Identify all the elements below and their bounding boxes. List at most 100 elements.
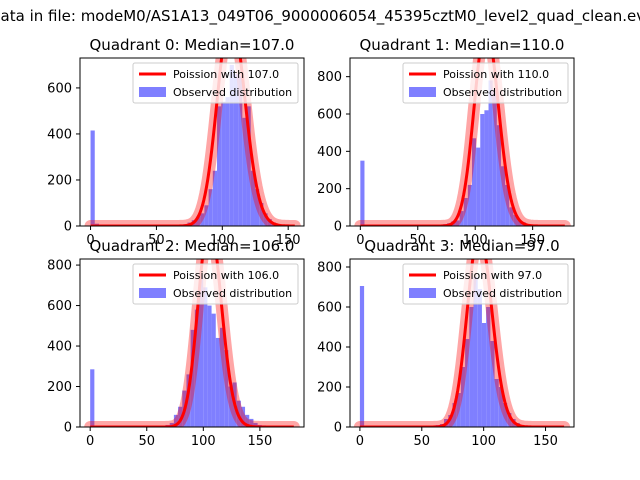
- y-tick-label: 200: [47, 173, 72, 188]
- hist-bar: [465, 339, 470, 427]
- legend-patch-swatch: [409, 288, 436, 298]
- hist-bar: [246, 106, 251, 226]
- y-tick-label: 0: [64, 421, 72, 436]
- axes-frame: [349, 258, 575, 428]
- y-tick-label: 600: [317, 108, 342, 123]
- hist-bar: [229, 64, 234, 226]
- hist-bar: [173, 414, 179, 427]
- hist-bar: [233, 74, 239, 226]
- hist-bar: [208, 189, 213, 226]
- legend: Poission with 97.0 Observed distribution: [402, 263, 569, 305]
- hist-bar: [186, 374, 191, 427]
- x-tick-label: 0: [356, 233, 364, 248]
- hist-bar: [477, 289, 482, 427]
- hist-bar: [459, 211, 464, 226]
- y-tick-label: 400: [47, 340, 72, 355]
- y-tick-label: 0: [334, 421, 342, 436]
- hist-bar: [509, 207, 514, 226]
- hist-bar: [517, 220, 522, 226]
- hist-bar: [178, 406, 183, 427]
- hist-bar: [90, 130, 95, 226]
- x-tick-label: 0: [86, 233, 94, 248]
- y-tick-label: 200: [47, 380, 72, 395]
- hist-bar: [513, 214, 518, 226]
- hist-bar: [496, 125, 501, 226]
- legend-label-observed: Observed distribution: [173, 86, 292, 99]
- x-tick-label: 0: [356, 434, 364, 449]
- y-tick-label: 600: [47, 299, 72, 314]
- hist-bar: [486, 307, 491, 427]
- hist-bar: [505, 184, 510, 226]
- hist-bar: [463, 198, 468, 226]
- hist-bar: [492, 89, 497, 226]
- hist-bar: [215, 337, 220, 427]
- legend-label-poisson: Poission with 107.0: [173, 68, 279, 81]
- y-tick-label: 800: [317, 261, 342, 276]
- hist-bar: [476, 147, 481, 226]
- hist-bar: [500, 166, 506, 226]
- legend-patch-swatch: [139, 87, 166, 97]
- hist-bar: [480, 114, 485, 226]
- hist-bar: [238, 76, 243, 226]
- subplot-quadrant-0: 0 50 100 150 0 200 400 600 Quadrant 0: Median=10…: [47, 36, 305, 248]
- hist-bar: [455, 220, 460, 226]
- axes-frame: [79, 258, 305, 428]
- hist-bar: [204, 205, 209, 226]
- y-tick-label: 0: [334, 220, 342, 235]
- poisson-curve-glow: [353, 259, 571, 427]
- legend: Poission with 106.0 Observed distribution: [132, 263, 299, 305]
- legend-label-observed: Observed distribution: [443, 86, 562, 99]
- legend: Poission with 107.0 Observed distribution: [132, 62, 299, 104]
- hist-bar: [490, 341, 495, 427]
- subplot-title: Quadrant 2: Median=106.0: [90, 237, 295, 255]
- hist-bar: [263, 213, 268, 226]
- y-tick-label: 400: [47, 127, 72, 142]
- y-tick-label: 200: [317, 182, 342, 197]
- hist-bar: [225, 97, 230, 226]
- hist-bar: [456, 393, 461, 427]
- y-tick-label: 0: [64, 220, 72, 235]
- hist-bar: [212, 170, 218, 226]
- x-tick-label: 100: [471, 434, 496, 449]
- hist-bar: [498, 387, 503, 427]
- x-tick-label: 100: [191, 434, 216, 449]
- hist-bar: [250, 170, 255, 226]
- hist-bar: [259, 202, 264, 226]
- x-tick-label: 150: [276, 233, 301, 248]
- hist-bar: [245, 414, 250, 427]
- y-tick-label: 600: [47, 81, 72, 96]
- x-tick-label: 150: [520, 233, 545, 248]
- x-tick-label: 50: [414, 434, 431, 449]
- poisson-curve: [359, 58, 566, 226]
- x-tick-label: 0: [86, 434, 94, 449]
- legend-frame: [132, 263, 299, 305]
- hist-bar: [228, 386, 233, 427]
- axes-frame: [79, 57, 305, 227]
- poisson-curve: [90, 58, 295, 226]
- legend-label-poisson: Poission with 97.0: [443, 269, 542, 282]
- hist-bar: [190, 329, 195, 427]
- legend-frame: [402, 62, 569, 104]
- x-tick-label: 50: [148, 233, 165, 248]
- y-tick-label: 400: [317, 145, 342, 160]
- hist-bar: [254, 189, 260, 226]
- hist-bar: [484, 110, 489, 226]
- hist-bar: [359, 286, 365, 427]
- hist-bar: [469, 307, 474, 427]
- x-tick-label: 100: [463, 233, 488, 248]
- x-tick-label: 150: [247, 434, 272, 449]
- hist-bar: [199, 275, 204, 427]
- hist-bar: [460, 367, 466, 427]
- hist-bar: [195, 216, 201, 226]
- subplot-title: Quadrant 1: Median=110.0: [360, 36, 565, 54]
- hist-bar: [207, 305, 212, 427]
- legend-frame: [132, 62, 299, 104]
- hist-bar: [360, 160, 365, 226]
- y-tick-label: 600: [317, 301, 342, 316]
- legend-label-observed: Observed distribution: [173, 287, 292, 300]
- y-tick-label: 800: [47, 259, 72, 274]
- hist-bar: [473, 277, 478, 427]
- hist-bar: [211, 313, 216, 427]
- hist-bar: [507, 413, 512, 427]
- hist-bar: [200, 213, 205, 226]
